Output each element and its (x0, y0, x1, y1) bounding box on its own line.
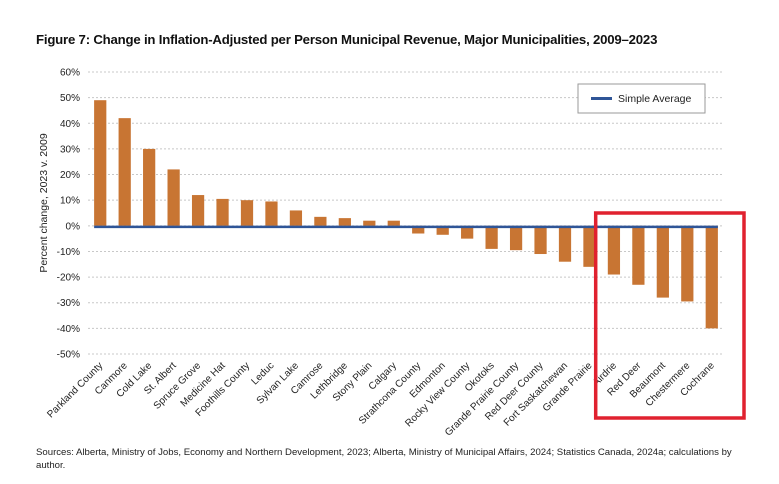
y-tick-label: -10% (57, 247, 80, 258)
bar (485, 225, 498, 249)
bar (289, 210, 303, 226)
bar (314, 216, 327, 226)
legend-label: Simple Average (618, 93, 692, 105)
bars (94, 100, 718, 329)
bar (509, 225, 523, 251)
chart-title: Figure 7: Change in Inflation-Adjusted p… (36, 32, 658, 47)
bar (216, 198, 229, 226)
bar (461, 225, 474, 239)
bar (363, 220, 376, 226)
bar (143, 148, 156, 226)
bar (656, 225, 669, 298)
bar (583, 225, 596, 267)
bar (436, 225, 449, 235)
bar (681, 225, 694, 302)
y-tick-label: 0% (66, 221, 81, 232)
y-tick-label: -20% (57, 273, 80, 284)
bar (412, 225, 425, 234)
y-tick-label: 50% (60, 93, 80, 104)
bar (607, 225, 621, 275)
bar (191, 195, 205, 226)
bar-chart: 60% 50% 40% 30% 20% 10% 0% -10% -20% -30% -40% -50%… (38, 68, 746, 439)
bar (534, 225, 547, 255)
bar (387, 220, 400, 226)
y-tick-label: 40% (60, 119, 80, 130)
bar (167, 169, 180, 226)
y-tick-label: 10% (60, 196, 80, 207)
bar (265, 201, 278, 226)
y-tick-label: 30% (60, 144, 80, 155)
bar (705, 225, 718, 329)
y-tick-label: 60% (60, 68, 80, 79)
y-axis-ticks: 60% 50% 40% 30% 20% 10% 0% -10% -20% -30% -40% -50% (57, 68, 80, 361)
bar (240, 200, 254, 226)
bar (94, 100, 107, 226)
bar (338, 218, 351, 226)
source-note: Sources: Alberta, Ministry of Jobs, Econ… (36, 447, 732, 471)
y-axis-label: Percent change, 2023 v. 2009 (38, 133, 50, 272)
legend: Simple Average (577, 83, 706, 114)
y-tick-label: 20% (60, 170, 80, 181)
y-tick-label: -40% (57, 324, 80, 335)
y-tick-label: -50% (57, 350, 80, 361)
y-tick-label: -30% (57, 298, 80, 309)
bar (118, 118, 131, 226)
highlight-box (593, 211, 746, 420)
bar (558, 225, 572, 262)
bar (632, 225, 645, 285)
